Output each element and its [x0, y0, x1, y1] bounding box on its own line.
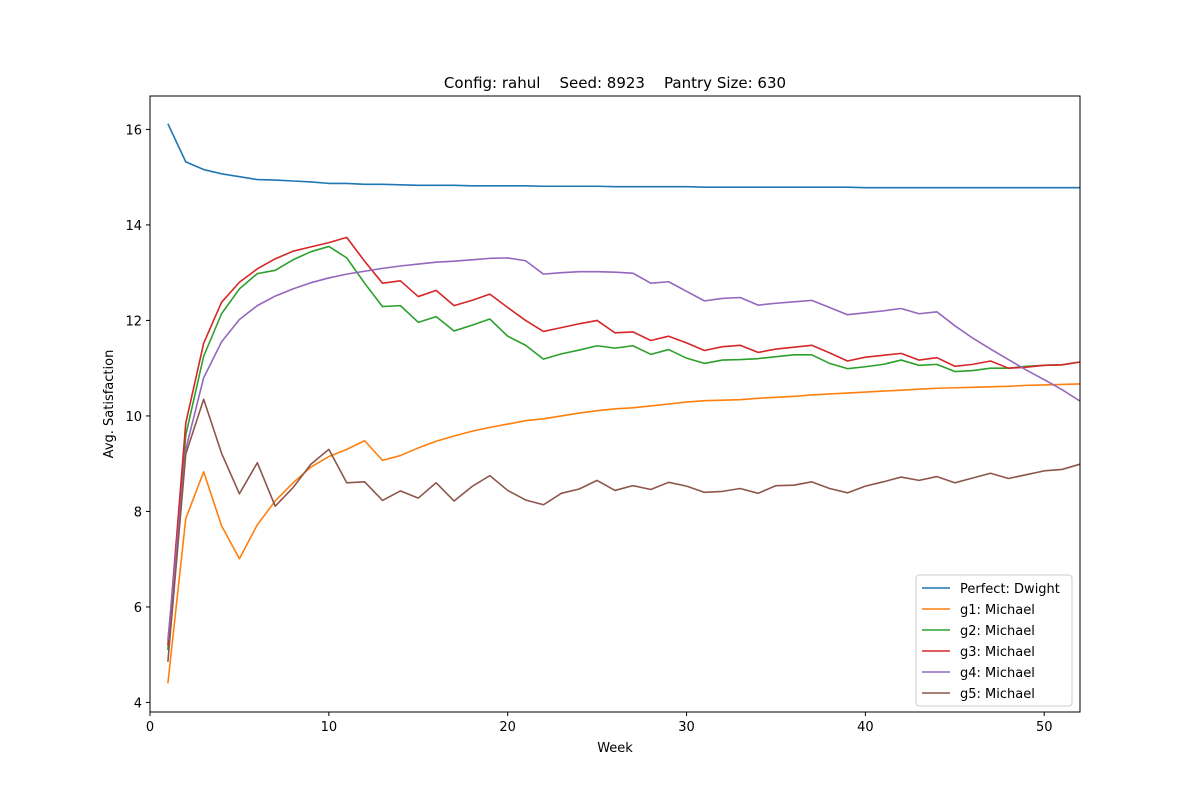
legend-label-2: g1: Michael — [960, 603, 1035, 618]
y-axis-ticks: 4 6 8 10 12 14 16 — [125, 123, 150, 711]
y-tick-label: 8 — [134, 505, 142, 520]
y-tick-label: 12 — [125, 314, 142, 329]
legend-label-5: g4: Michael — [960, 666, 1035, 681]
x-axis-ticks: 0 10 20 30 40 50 — [146, 712, 1053, 735]
y-tick-label: 14 — [125, 219, 142, 234]
x-tick-label: 40 — [857, 720, 874, 735]
series-line-2 — [167, 383, 1081, 684]
legend-box — [915, 574, 1073, 707]
legend: Perfect: Dwight g1: Michael g2: Michael g3:… — [915, 574, 1073, 707]
series-line-1 — [167, 123, 1080, 189]
axes-frame — [149, 95, 1081, 713]
series-line-5 — [167, 257, 1081, 641]
x-tick-label: 30 — [678, 720, 695, 735]
x-tick-label: 50 — [1036, 720, 1053, 735]
y-tick-label: 4 — [134, 696, 142, 711]
y-tick-label: 10 — [125, 410, 142, 425]
y-tick-label: 6 — [134, 601, 142, 616]
x-tick-label: 20 — [499, 720, 516, 735]
x-axis-label: Week — [597, 741, 633, 756]
legend-label-6: g5: Michael — [960, 687, 1035, 702]
series-line-4 — [167, 236, 1081, 646]
plot-area — [149, 95, 1081, 713]
legend-label-1: Perfect: Dwight — [960, 582, 1060, 597]
legend-items: Perfect: Dwight g1: Michael g2: Michael g3:… — [922, 582, 1060, 702]
x-tick-label: 0 — [146, 720, 154, 735]
series-layer — [167, 123, 1081, 684]
series-line-3 — [167, 245, 1081, 650]
chart-title: Config: rahul Seed: 8923 Pantry Size: 63… — [444, 74, 786, 92]
x-tick-label: 10 — [321, 720, 338, 735]
series-line-6 — [167, 398, 1081, 662]
y-axis-label: Avg. Satisfaction — [102, 350, 117, 459]
y-tick-label: 16 — [125, 123, 142, 138]
legend-label-4: g3: Michael — [960, 645, 1035, 660]
legend-label-3: g2: Michael — [960, 624, 1035, 639]
